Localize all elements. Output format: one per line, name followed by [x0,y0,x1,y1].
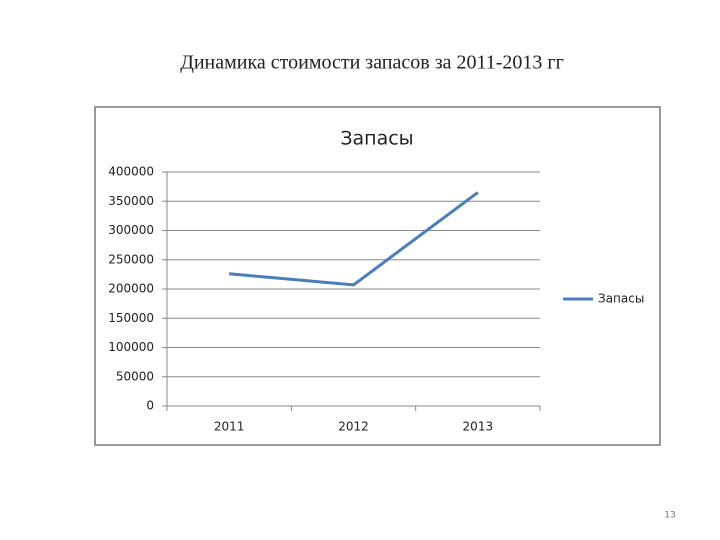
y-tick-label: 100000 [108,340,154,354]
legend-label: Запасы [598,292,644,306]
x-tick-label: 2012 [338,420,369,434]
page-number: 13 [664,511,675,521]
y-tick-label: 350000 [108,194,154,208]
y-tick-label: 200000 [108,282,154,296]
y-tick-label: 400000 [108,165,154,179]
y-tick-label: 250000 [108,252,154,266]
x-tick-label: 2013 [463,420,494,434]
chart-frame [94,106,661,446]
y-tick-label: 300000 [108,223,154,237]
y-tick-label: 150000 [108,311,154,325]
slide-title: Динамика стоимости запасов за 2011-2013 … [180,52,564,74]
data-line [229,191,479,287]
y-tick-label: 50000 [116,369,154,383]
x-tick-label: 2011 [214,420,245,434]
y-tick-label: 0 [146,399,154,413]
chart-title: Запасы [340,128,413,150]
